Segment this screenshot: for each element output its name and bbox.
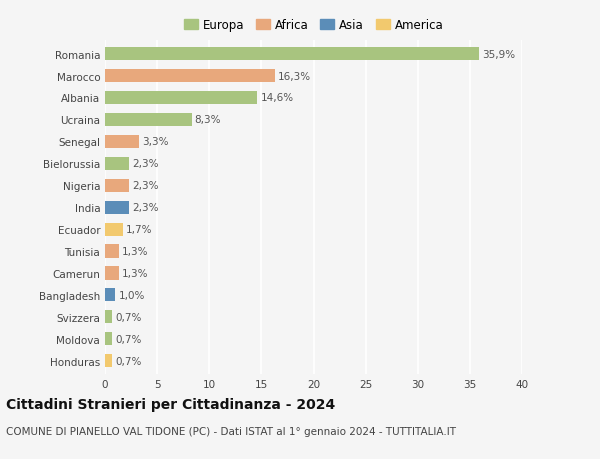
Text: 8,3%: 8,3%	[194, 115, 221, 125]
Bar	[105, 135, 139, 149]
Text: 0,7%: 0,7%	[115, 312, 142, 322]
Text: Cittadini Stranieri per Cittadinanza - 2024: Cittadini Stranieri per Cittadinanza - 2…	[6, 397, 335, 411]
Bar	[105, 70, 275, 83]
Bar	[105, 48, 479, 61]
Bar	[105, 245, 119, 258]
Bar	[105, 354, 112, 368]
Bar	[105, 267, 119, 280]
Bar	[105, 311, 112, 324]
Text: 1,0%: 1,0%	[119, 290, 145, 300]
Bar	[105, 223, 123, 236]
Text: COMUNE DI PIANELLO VAL TIDONE (PC) - Dati ISTAT al 1° gennaio 2024 - TUTTITALIA.: COMUNE DI PIANELLO VAL TIDONE (PC) - Dat…	[6, 426, 456, 436]
Bar	[105, 157, 129, 170]
Text: 2,3%: 2,3%	[132, 159, 158, 169]
Bar	[105, 113, 191, 127]
Bar	[105, 92, 257, 105]
Text: 35,9%: 35,9%	[482, 50, 515, 59]
Bar	[105, 201, 129, 214]
Bar	[105, 179, 129, 192]
Legend: Europa, Africa, Asia, America: Europa, Africa, Asia, America	[179, 14, 448, 36]
Text: 0,7%: 0,7%	[115, 334, 142, 344]
Text: 0,7%: 0,7%	[115, 356, 142, 366]
Text: 2,3%: 2,3%	[132, 181, 158, 191]
Text: 1,7%: 1,7%	[126, 224, 152, 235]
Text: 16,3%: 16,3%	[278, 71, 311, 81]
Bar	[105, 332, 112, 346]
Text: 1,3%: 1,3%	[122, 269, 148, 278]
Text: 2,3%: 2,3%	[132, 203, 158, 213]
Bar	[105, 289, 115, 302]
Text: 1,3%: 1,3%	[122, 246, 148, 257]
Text: 3,3%: 3,3%	[143, 137, 169, 147]
Text: 14,6%: 14,6%	[260, 93, 293, 103]
